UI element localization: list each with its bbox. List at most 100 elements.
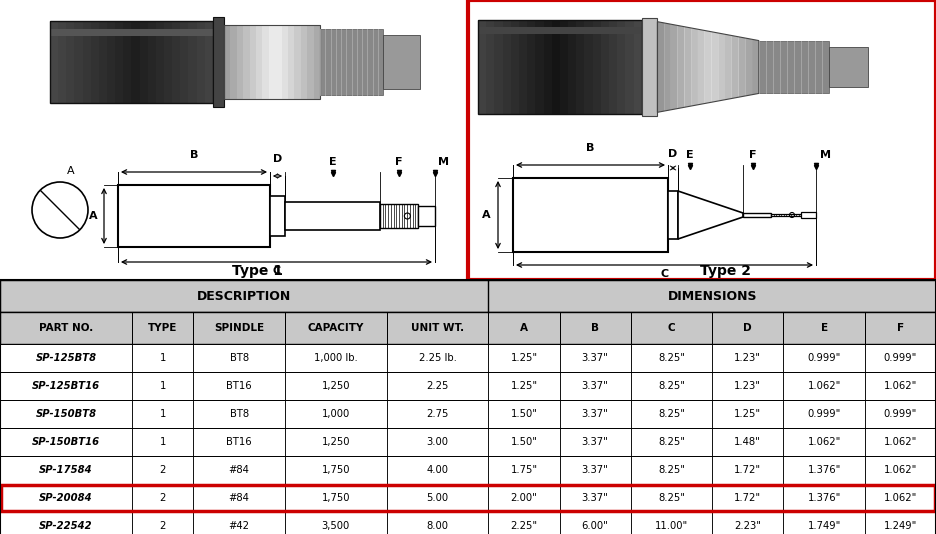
Text: M: M [438, 157, 449, 167]
Bar [544, 20, 553, 114]
Text: A: A [482, 210, 491, 220]
Text: 1.062": 1.062" [808, 381, 841, 391]
Bar [194, 372, 285, 400]
Text: B: B [586, 143, 594, 153]
Bar [250, 25, 257, 99]
Bar [712, 344, 783, 372]
Bar [503, 20, 512, 114]
Bar [194, 312, 285, 344]
Text: B: B [190, 150, 198, 160]
Text: 3.00: 3.00 [427, 437, 448, 447]
Bar [631, 372, 712, 400]
Text: 1.25": 1.25" [510, 353, 537, 363]
Text: D: D [273, 154, 282, 164]
Bar [489, 400, 560, 428]
Text: 8.25": 8.25" [658, 493, 685, 503]
Bar [0, 372, 936, 400]
Bar [115, 21, 124, 103]
Bar [262, 25, 270, 99]
Bar [865, 400, 936, 428]
Bar [418, 206, 435, 226]
Bar [668, 191, 678, 239]
Text: SP-20084: SP-20084 [39, 493, 93, 503]
Text: BT8: BT8 [229, 353, 249, 363]
Text: 2: 2 [160, 493, 166, 503]
Bar [743, 213, 771, 217]
Bar [314, 25, 321, 99]
Bar [285, 344, 387, 372]
Text: 1: 1 [160, 381, 166, 391]
Text: SP-17584: SP-17584 [39, 465, 93, 475]
Bar [181, 21, 189, 103]
Polygon shape [725, 34, 732, 100]
Bar [50, 21, 212, 103]
Bar [0, 428, 132, 456]
Bar [0, 344, 132, 372]
Polygon shape [739, 37, 745, 97]
Bar [0, 372, 132, 400]
Bar [132, 484, 194, 512]
Bar [489, 344, 560, 372]
Bar [118, 185, 270, 247]
Bar [270, 196, 285, 236]
Bar [631, 456, 712, 484]
Bar [132, 456, 194, 484]
Bar [712, 512, 783, 534]
Bar [865, 512, 936, 534]
Text: PART NO.: PART NO. [39, 323, 94, 333]
Bar [783, 428, 865, 456]
Text: #42: #42 [228, 521, 250, 531]
Text: 1.062": 1.062" [884, 381, 917, 391]
Bar [865, 484, 936, 512]
Text: 1.72": 1.72" [734, 493, 761, 503]
Bar [0, 400, 132, 428]
Polygon shape [718, 33, 725, 101]
Text: 8.25": 8.25" [658, 409, 685, 419]
Text: F: F [395, 157, 402, 167]
Bar [865, 372, 936, 400]
Polygon shape [678, 26, 684, 108]
Text: 3.37": 3.37" [582, 465, 608, 475]
Text: 2.25: 2.25 [426, 381, 448, 391]
Text: E: E [821, 323, 827, 333]
Text: 8.00: 8.00 [427, 521, 448, 531]
Polygon shape [752, 40, 759, 95]
Text: 3,500: 3,500 [322, 521, 350, 531]
Bar [631, 512, 712, 534]
Polygon shape [711, 32, 718, 102]
Text: DESCRIPTION: DESCRIPTION [197, 289, 291, 302]
Bar [295, 25, 302, 99]
Bar [0, 312, 936, 344]
Bar [380, 204, 418, 228]
Text: 2.25 lb.: 2.25 lb. [418, 353, 457, 363]
Bar [194, 512, 285, 534]
Text: 1,750: 1,750 [321, 465, 350, 475]
Bar [383, 35, 420, 89]
Bar [511, 20, 520, 114]
Bar [75, 21, 83, 103]
Bar [577, 20, 586, 114]
Bar [132, 372, 194, 400]
Text: SP-22542: SP-22542 [39, 521, 93, 531]
Text: 1: 1 [160, 409, 166, 419]
Bar [50, 21, 59, 103]
Bar [865, 456, 936, 484]
Bar [494, 20, 504, 114]
Text: E: E [686, 150, 694, 160]
Text: TYPE: TYPE [148, 323, 178, 333]
Bar [212, 17, 224, 107]
Bar [712, 372, 783, 400]
Text: 1.50": 1.50" [510, 409, 537, 419]
Bar [194, 484, 285, 512]
Bar [783, 312, 865, 344]
Bar [285, 456, 387, 484]
Bar [194, 456, 285, 484]
Text: 1.75": 1.75" [510, 465, 537, 475]
Bar [712, 428, 783, 456]
Bar [527, 20, 536, 114]
Text: 8.25": 8.25" [658, 437, 685, 447]
Text: 8.25": 8.25" [658, 353, 685, 363]
Text: C: C [661, 269, 668, 279]
Text: A: A [520, 323, 528, 333]
Text: 3.37": 3.37" [582, 381, 608, 391]
